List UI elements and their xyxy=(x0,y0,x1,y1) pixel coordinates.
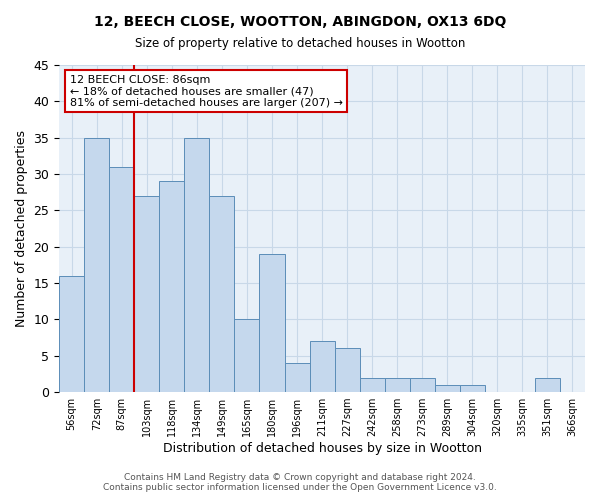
Text: Contains HM Land Registry data © Crown copyright and database right 2024.
Contai: Contains HM Land Registry data © Crown c… xyxy=(103,473,497,492)
Text: 12 BEECH CLOSE: 86sqm
← 18% of detached houses are smaller (47)
81% of semi-deta: 12 BEECH CLOSE: 86sqm ← 18% of detached … xyxy=(70,75,343,108)
Bar xyxy=(84,138,109,392)
Bar xyxy=(335,348,359,392)
Bar xyxy=(259,254,284,392)
Bar xyxy=(235,320,259,392)
Y-axis label: Number of detached properties: Number of detached properties xyxy=(15,130,28,327)
X-axis label: Distribution of detached houses by size in Wootton: Distribution of detached houses by size … xyxy=(163,442,482,455)
Bar xyxy=(410,378,435,392)
Bar xyxy=(109,167,134,392)
Bar xyxy=(535,378,560,392)
Bar xyxy=(59,276,84,392)
Bar xyxy=(134,196,160,392)
Bar xyxy=(385,378,410,392)
Bar xyxy=(209,196,235,392)
Bar xyxy=(435,385,460,392)
Bar xyxy=(284,363,310,392)
Bar xyxy=(184,138,209,392)
Bar xyxy=(460,385,485,392)
Text: Size of property relative to detached houses in Wootton: Size of property relative to detached ho… xyxy=(135,38,465,51)
Text: 12, BEECH CLOSE, WOOTTON, ABINGDON, OX13 6DQ: 12, BEECH CLOSE, WOOTTON, ABINGDON, OX13… xyxy=(94,15,506,29)
Bar xyxy=(359,378,385,392)
Bar xyxy=(160,182,184,392)
Bar xyxy=(310,341,335,392)
